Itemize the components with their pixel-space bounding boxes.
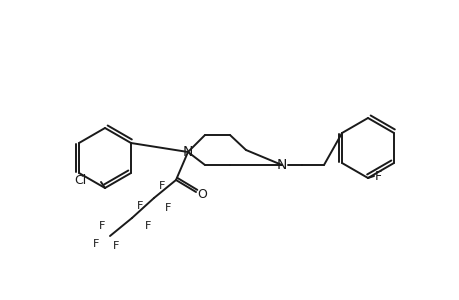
Text: F: F — [374, 169, 381, 182]
Text: F: F — [164, 203, 171, 213]
Text: F: F — [136, 201, 143, 211]
Text: O: O — [196, 188, 207, 200]
Text: Cl: Cl — [74, 173, 87, 187]
Text: N: N — [276, 158, 286, 172]
Text: F: F — [158, 181, 165, 191]
Text: F: F — [93, 239, 99, 249]
Text: F: F — [112, 241, 119, 251]
Text: N: N — [182, 145, 193, 159]
Text: F: F — [145, 221, 151, 231]
Text: F: F — [99, 221, 105, 231]
